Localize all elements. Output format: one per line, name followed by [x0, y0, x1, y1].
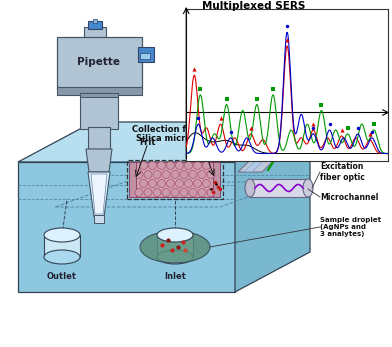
Circle shape — [180, 188, 188, 196]
Polygon shape — [18, 162, 235, 292]
Text: Microchannel: Microchannel — [320, 193, 378, 202]
Circle shape — [185, 161, 192, 169]
Text: Pipette: Pipette — [78, 57, 120, 67]
Circle shape — [194, 179, 201, 187]
Circle shape — [158, 179, 165, 187]
Bar — [80, 93, 118, 97]
Circle shape — [207, 188, 215, 196]
Circle shape — [176, 161, 183, 169]
Bar — [213, 162, 220, 197]
Bar — [250, 179, 308, 197]
Circle shape — [198, 188, 206, 196]
Circle shape — [149, 179, 156, 187]
Bar — [129, 162, 136, 197]
Polygon shape — [18, 122, 310, 162]
Circle shape — [203, 179, 211, 187]
Ellipse shape — [157, 228, 193, 242]
Circle shape — [149, 161, 156, 169]
Bar — [127, 160, 223, 199]
Polygon shape — [238, 117, 318, 172]
Polygon shape — [86, 149, 112, 172]
Circle shape — [171, 188, 179, 196]
Bar — [80, 93, 118, 129]
Circle shape — [144, 188, 152, 196]
Circle shape — [135, 188, 143, 196]
Circle shape — [153, 170, 161, 178]
Circle shape — [176, 179, 183, 187]
Ellipse shape — [157, 250, 193, 264]
Polygon shape — [244, 117, 308, 172]
Ellipse shape — [44, 228, 80, 242]
Circle shape — [144, 170, 152, 178]
Bar — [93, 19, 97, 23]
Bar — [135, 162, 213, 197]
Bar — [57, 37, 142, 89]
Text: Excitation
fiber optic: Excitation fiber optic — [320, 162, 365, 182]
Text: Multiplexed SERS: Multiplexed SERS — [202, 1, 306, 11]
Circle shape — [140, 161, 147, 169]
Bar — [84, 27, 106, 39]
Circle shape — [185, 179, 192, 187]
Circle shape — [135, 170, 143, 178]
Circle shape — [162, 170, 170, 178]
Circle shape — [180, 170, 188, 178]
Polygon shape — [91, 174, 107, 214]
Circle shape — [167, 179, 174, 187]
Circle shape — [198, 170, 206, 178]
Bar — [57, 87, 142, 95]
Circle shape — [203, 161, 211, 169]
Circle shape — [153, 188, 161, 196]
Circle shape — [158, 161, 165, 169]
Bar — [44, 235, 80, 257]
Bar — [138, 47, 154, 62]
Circle shape — [140, 179, 147, 187]
Text: Sample droplet
(AgNPs and
3 analytes): Sample droplet (AgNPs and 3 analytes) — [320, 217, 381, 237]
Circle shape — [162, 188, 170, 196]
Bar — [140, 53, 150, 59]
Circle shape — [171, 170, 179, 178]
Ellipse shape — [303, 179, 313, 197]
Polygon shape — [88, 172, 110, 217]
Circle shape — [189, 188, 197, 196]
Circle shape — [207, 170, 215, 178]
Text: Collection fiber optic: Collection fiber optic — [132, 125, 232, 134]
Polygon shape — [235, 122, 310, 292]
Text: Outlet: Outlet — [47, 272, 77, 281]
Circle shape — [194, 161, 201, 169]
Ellipse shape — [140, 231, 210, 263]
Ellipse shape — [245, 179, 255, 197]
Ellipse shape — [44, 250, 80, 264]
Bar — [88, 127, 110, 149]
Text: Silica microspheres: Silica microspheres — [136, 134, 228, 143]
Text: Inlet: Inlet — [164, 272, 186, 281]
Circle shape — [189, 170, 197, 178]
Bar — [94, 215, 104, 223]
Text: Frit: Frit — [140, 138, 156, 147]
Bar — [157, 235, 193, 257]
Circle shape — [167, 161, 174, 169]
Bar — [88, 21, 102, 29]
